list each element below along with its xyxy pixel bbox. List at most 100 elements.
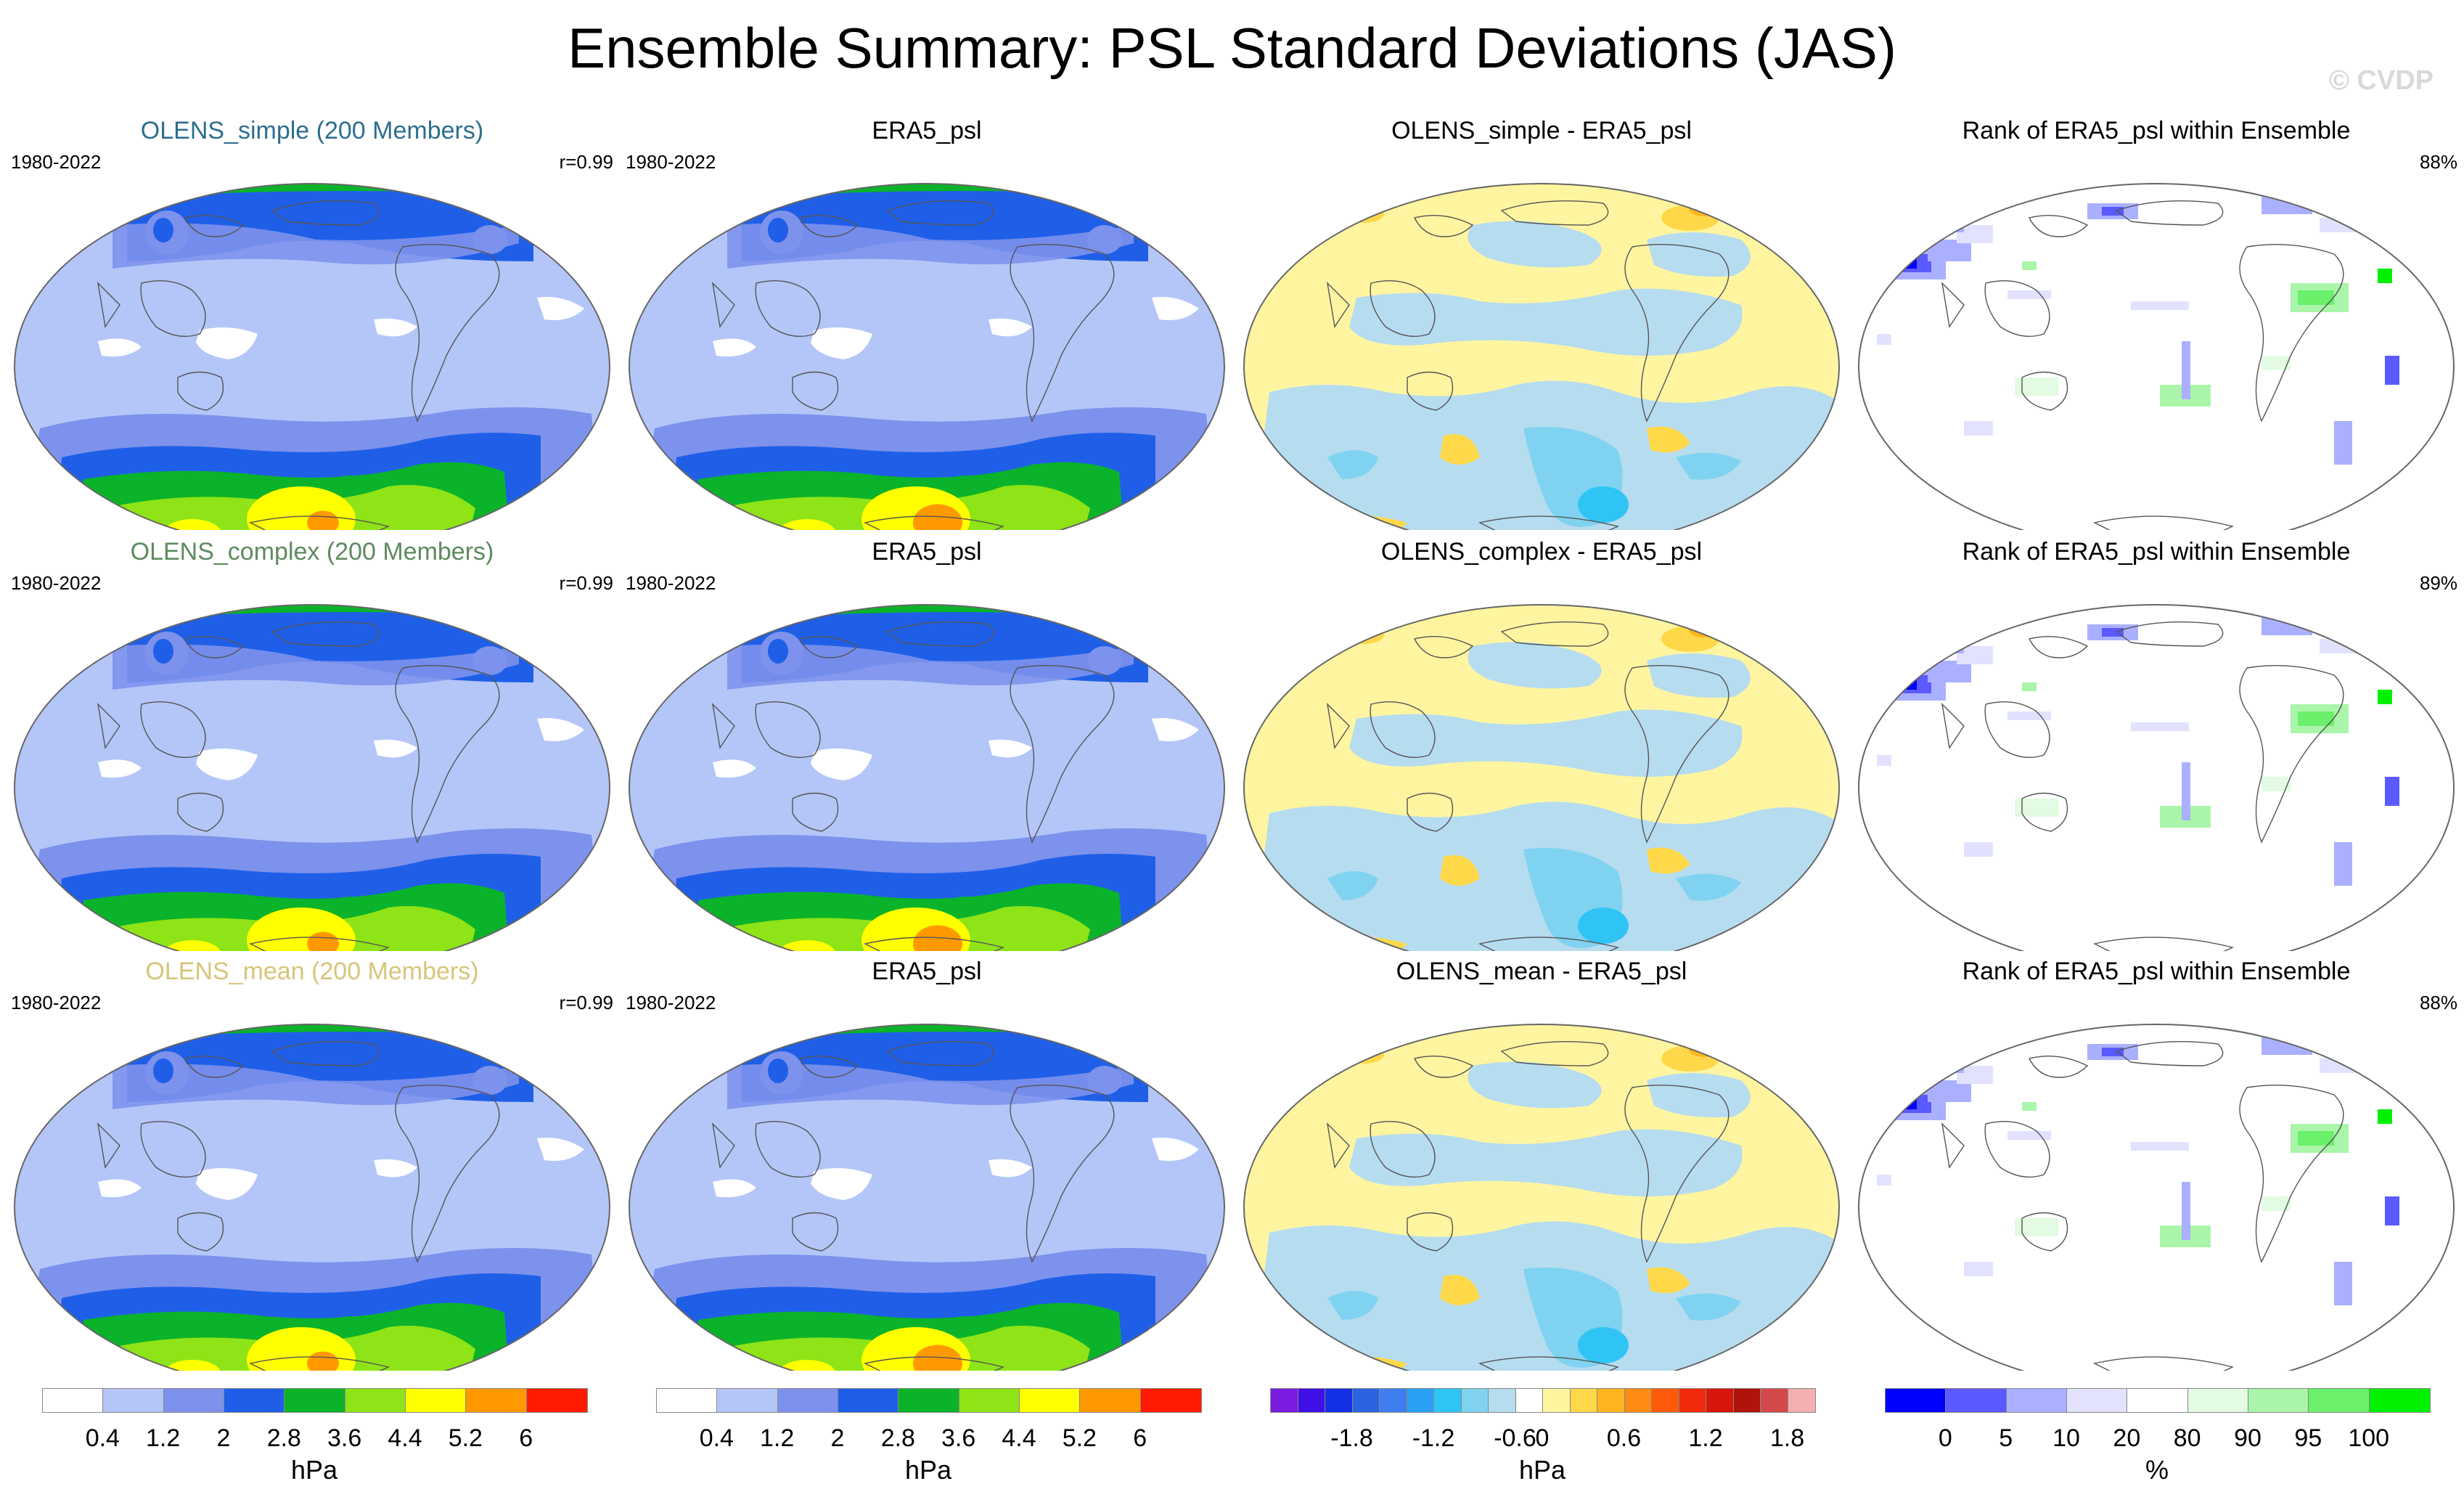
colorbar-swatch (2066, 1389, 2128, 1412)
colorbar-swatch (1679, 1389, 1706, 1412)
colorbar-swatch (777, 1389, 838, 1412)
diff-map (1243, 604, 1840, 951)
panel-title: Rank of ERA5_psl within Ensemble (1962, 958, 2351, 985)
colorbar-tick-label: 3.6 (327, 1424, 362, 1452)
panel-title: ERA5_psl (872, 538, 982, 566)
year-range: 1980-2022 (626, 151, 716, 173)
colorbar-tick-label: 6 (1133, 1424, 1147, 1452)
colorbar-swatch (2187, 1389, 2248, 1412)
colorbar-swatch (2006, 1389, 2067, 1412)
colorbar-swatch (1352, 1389, 1380, 1412)
colorbar-unit-label: hPa (904, 1455, 952, 1485)
colorbar-tick-label: 80 (2173, 1424, 2201, 1452)
colorbar-swatch (1461, 1389, 1489, 1412)
panel-title: OLENS_complex (200 Members) (130, 538, 494, 566)
colorbar-tick-label: 2 (830, 1424, 845, 1452)
colorbar-tick-label: 2.8 (266, 1424, 301, 1452)
colorbar-swatch (1407, 1389, 1434, 1412)
colorbar-swatch (1597, 1389, 1625, 1412)
colorbar-tick-label: 6 (519, 1424, 533, 1452)
colorbar-swatch (103, 1389, 164, 1412)
map-panel-obs: ERA5_psl 1980-2022 (626, 116, 1228, 530)
pattern-correlation: r=0.99 (559, 572, 613, 594)
colorbar-tick-label: 4.4 (1002, 1424, 1036, 1452)
colorbar-tick-label: 5.2 (448, 1424, 483, 1452)
colorbar-swatch (1788, 1389, 1815, 1412)
colorbar-swatch (657, 1389, 718, 1412)
colorbar-swatch (1271, 1389, 1298, 1412)
colorbar-swatch (345, 1389, 406, 1412)
obs-map (629, 604, 1225, 951)
rank-map (1858, 183, 2455, 530)
panel-title: OLENS_simple - ERA5_psl (1391, 117, 1692, 144)
colorbar-tick-label: 1.2 (1688, 1424, 1723, 1452)
colorbar-swatch (1325, 1389, 1353, 1412)
colorbar-tick-label: 5.2 (1062, 1424, 1097, 1452)
colorbar-swatch (1140, 1389, 1201, 1412)
colorbar-swatch (163, 1389, 224, 1412)
colorbar-swatch (1706, 1389, 1734, 1412)
panel-title: OLENS_simple (200 Members) (140, 117, 484, 144)
colorbar-swatch (2369, 1389, 2430, 1412)
obs-map (629, 1024, 1225, 1371)
colorbar-swatch (1434, 1389, 1462, 1412)
colorbar: 0.4 1.2 2 2.8 3.6 4.4 5.2 6 hPa (42, 1388, 588, 1497)
colorbar-swatch (1570, 1389, 1597, 1412)
panel-title: Rank of ERA5_psl within Ensemble (1962, 538, 2351, 566)
colorbar-swatch (405, 1389, 467, 1412)
colorbar-swatch (1298, 1389, 1325, 1412)
diff-map (1243, 183, 1840, 530)
year-range: 1980-2022 (626, 992, 716, 1013)
figure-title: Ensemble Summary: PSL Standard Deviation… (568, 16, 1896, 80)
map-panel-rank: Rank of ERA5_psl within Ensemble 88% (1855, 116, 2457, 530)
colorbar-tick-label: 0.4 (85, 1424, 120, 1452)
panel-title: ERA5_psl (872, 958, 982, 985)
colorbar-swatches (42, 1388, 588, 1413)
panel-title: Rank of ERA5_psl within Ensemble (1962, 117, 2351, 144)
map-panel-obs: ERA5_psl 1980-2022 (626, 537, 1228, 951)
colorbar-swatch (2127, 1389, 2188, 1412)
colorbar-swatch (959, 1389, 1020, 1412)
colorbar-tick-label: 1.2 (146, 1424, 181, 1452)
colorbar-tick-label: 4.4 (388, 1424, 422, 1452)
panel-title: OLENS_complex - ERA5_psl (1380, 538, 1703, 566)
colorbar-tick-label: 3.6 (941, 1424, 976, 1452)
colorbar-tick-label: 5 (1999, 1424, 2013, 1452)
colorbar-tick-label: -1.8 (1330, 1424, 1373, 1452)
pattern-correlation: r=0.99 (559, 992, 613, 1013)
colorbar-swatch (1515, 1389, 1543, 1412)
colorbar-swatch (285, 1389, 345, 1412)
colorbar-swatch (1733, 1389, 1761, 1412)
year-range: 1980-2022 (11, 572, 102, 594)
year-range: 1980-2022 (626, 572, 716, 594)
map-panel-sd: OLENS_complex (200 Members) 1980-2022 r=0.… (11, 537, 613, 951)
colorbar-tick-label: 0.4 (699, 1424, 734, 1452)
colorbar-swatch (1489, 1389, 1516, 1412)
colorbar-tick-label: 20 (2113, 1424, 2141, 1452)
diff-map (1243, 1024, 1840, 1371)
colorbar-swatch (838, 1389, 899, 1412)
colorbar-tick-label: 2.8 (880, 1424, 915, 1452)
map-panel-diff: OLENS_complex - ERA5_psl (1240, 537, 1843, 951)
sd-map (14, 604, 610, 951)
colorbar-tick-label: 0.6 (1606, 1424, 1642, 1452)
rank-percent: 88% (2419, 992, 2457, 1013)
pattern-correlation: r=0.99 (559, 151, 613, 173)
year-range: 1980-2022 (11, 151, 102, 173)
panel-title: ERA5_psl (872, 117, 982, 144)
colorbar-swatches (656, 1388, 1202, 1413)
colorbar-swatch (2309, 1389, 2370, 1412)
sd-map (14, 1024, 610, 1371)
colorbar-tick-label: 10 (2052, 1424, 2080, 1452)
colorbar-tick-label: 2 (216, 1424, 231, 1452)
colorbar-swatch (1624, 1389, 1652, 1412)
colorbar-swatch (1946, 1389, 2007, 1412)
rank-map (1858, 604, 2455, 951)
colorbar-swatch (1019, 1389, 1081, 1412)
colorbar-swatches (1270, 1388, 1816, 1413)
colorbar-tick-label: 1.2 (760, 1424, 795, 1452)
colorbar-tick-label: 90 (2234, 1424, 2262, 1452)
colorbar-swatch (717, 1389, 778, 1412)
rank-percent: 89% (2419, 572, 2457, 594)
colorbar-tick-label: 95 (2294, 1424, 2322, 1452)
